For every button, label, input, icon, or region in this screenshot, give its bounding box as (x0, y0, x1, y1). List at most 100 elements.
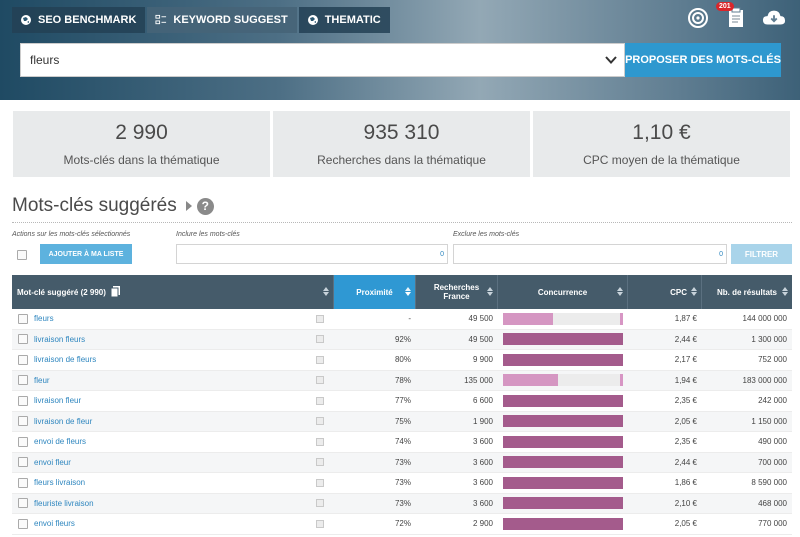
row-action-icon[interactable] (316, 417, 324, 426)
select-all-checkbox[interactable] (17, 250, 27, 260)
competition-fill (503, 353, 623, 366)
row-checkbox[interactable] (18, 518, 28, 529)
divider (12, 222, 792, 223)
cpc-cell: 2,17 € (674, 355, 697, 365)
row-checkbox[interactable] (18, 395, 28, 406)
row-checkbox[interactable] (18, 313, 28, 324)
cpc-cell: 2,44 € (674, 334, 697, 344)
competition-fill (503, 394, 623, 407)
keyword-search-input[interactable]: fleurs (20, 43, 625, 77)
row-checkbox[interactable] (18, 354, 28, 365)
competition-cell (498, 309, 628, 329)
row-action-icon[interactable] (316, 376, 324, 385)
row-action-icon[interactable] (316, 437, 324, 446)
sort-icon[interactable] (487, 287, 493, 296)
tab-keyword-suggest[interactable]: KEYWORD SUGGEST (147, 7, 297, 33)
column-header-proximity[interactable]: Proximité (334, 275, 416, 309)
row-checkbox[interactable] (18, 375, 28, 386)
exclude-keywords-input[interactable]: 0 (453, 244, 727, 264)
row-checkbox-cell (12, 432, 34, 452)
tab-thematic[interactable]: THEMATIC (298, 7, 390, 33)
competition-cell (498, 473, 628, 493)
searches-cell: 3 600 (472, 437, 493, 447)
keyword-link[interactable]: livraison fleurs (34, 334, 86, 344)
row-action-icon[interactable] (316, 355, 324, 364)
column-header-keyword[interactable]: Mot-clé suggéré (2 990) (12, 275, 334, 309)
keyword-link[interactable]: livraison de fleurs (34, 355, 97, 365)
keyword-link[interactable]: envoi fleur (34, 457, 71, 467)
searches-cell: 135 000 (464, 375, 493, 385)
filter-button[interactable]: FILTRER (731, 244, 792, 264)
row-action-icon[interactable] (316, 396, 324, 405)
row-action-icon[interactable] (316, 478, 324, 487)
cpc-cell: 2,05 € (674, 519, 697, 529)
row-checkbox[interactable] (18, 457, 28, 468)
stat-value: 1,10 € (632, 121, 691, 144)
cpc-cell: 2,35 € (674, 396, 697, 406)
competition-bar (503, 374, 623, 387)
keyword-link[interactable]: fleurs livraison (34, 478, 86, 488)
row-action-icon[interactable] (316, 335, 324, 344)
competition-fill (503, 456, 623, 469)
competition-tick (620, 374, 623, 387)
proximity-cell: 78% (394, 375, 411, 385)
row-checkbox[interactable] (18, 477, 28, 488)
keyword-link[interactable]: fleurs (34, 314, 54, 324)
row-checkbox[interactable] (18, 498, 28, 509)
row-action-icon[interactable] (316, 499, 324, 508)
results-cell: 468 000 (758, 498, 787, 508)
keyword-link[interactable]: livraison de fleur (34, 416, 93, 426)
competition-fill (503, 517, 623, 530)
keyword-link[interactable]: fleuriste livraison (34, 498, 94, 508)
results-cell: 8 590 000 (751, 478, 787, 488)
tab-seo-benchmark[interactable]: SEO BENCHMARK (12, 7, 146, 33)
competition-fill (503, 312, 554, 325)
copy-icon[interactable] (110, 285, 120, 299)
sort-icon[interactable] (617, 287, 623, 296)
column-header-cpc[interactable]: CPC (628, 275, 702, 309)
include-keywords-input[interactable]: 0 (176, 244, 448, 264)
propose-keywords-button[interactable]: PROPOSER DES MOTS-CLÉS (625, 43, 781, 77)
row-action-icon[interactable] (316, 314, 324, 323)
add-to-list-button[interactable]: AJOUTER À MA LISTE (40, 244, 132, 264)
competition-cell (498, 514, 628, 534)
caret-right-icon[interactable] (185, 201, 192, 211)
keyword-link[interactable]: livraison fleur (34, 396, 82, 406)
notifications-button[interactable]: 201 (716, 2, 748, 30)
target-icon[interactable] (686, 6, 710, 30)
proximity-cell: 73% (394, 498, 411, 508)
row-checkbox[interactable] (18, 334, 28, 345)
actions-label: Actions sur les mots-clés sélectionnés (12, 231, 131, 238)
cpc-cell: 1,94 € (674, 375, 697, 385)
results-cell: 1 150 000 (751, 416, 787, 426)
keyword-link[interactable]: fleur (34, 375, 50, 385)
notification-badge: 201 (716, 2, 734, 11)
keyword-link[interactable]: envoi de fleurs (34, 437, 87, 447)
sort-icon[interactable] (323, 287, 329, 296)
row-checkbox[interactable] (18, 416, 28, 427)
column-header-competition[interactable]: Concurrence (498, 275, 628, 309)
help-icon[interactable]: ? (196, 197, 214, 215)
row-checkbox[interactable] (18, 436, 28, 447)
cloud-download-icon[interactable] (762, 6, 786, 30)
search-value: fleurs (30, 53, 60, 67)
row-action-cell (316, 391, 334, 411)
row-action-cell (316, 350, 334, 370)
competition-cell (498, 412, 628, 432)
row-checkbox-cell (12, 330, 34, 350)
sort-icon[interactable] (405, 287, 411, 296)
row-action-cell (316, 330, 334, 350)
table-row: livraison fleur 77% 6 600 2,35 € 242 000 (12, 391, 792, 412)
stat-value: 2 990 (115, 121, 168, 144)
column-header-results[interactable]: Nb. de résultats (702, 275, 792, 309)
row-action-icon[interactable] (316, 458, 324, 467)
results-cell: 144 000 000 (742, 314, 788, 324)
sort-icon[interactable] (782, 287, 788, 296)
stat-cpc: 1,10 € CPC moyen de la thématique (533, 111, 790, 177)
sort-icon[interactable] (691, 287, 697, 296)
column-header-searches[interactable]: Recherches France (416, 275, 498, 309)
keyword-link[interactable]: envoi fleurs (34, 519, 75, 529)
row-action-icon[interactable] (316, 519, 324, 528)
proximity-cell: 75% (394, 416, 411, 426)
chevron-down-icon[interactable] (604, 53, 618, 70)
